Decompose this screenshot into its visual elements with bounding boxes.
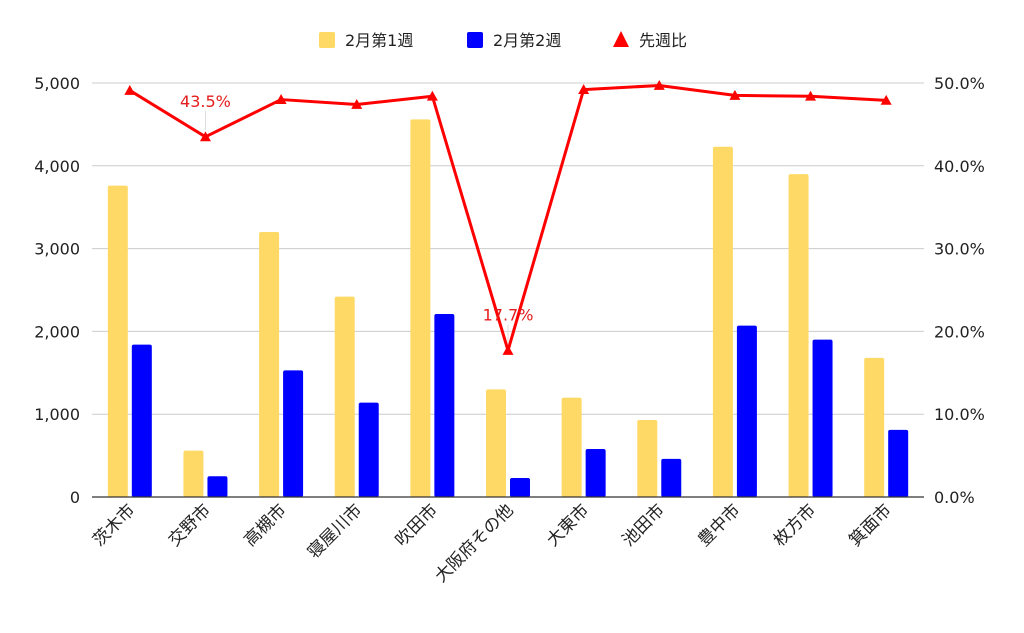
left-tick-label: 2,000 [34, 322, 80, 341]
left-tick-label: 3,000 [34, 240, 80, 259]
ratio-marker [199, 131, 211, 142]
ratio-marker [578, 84, 590, 95]
legend-swatch [613, 31, 629, 47]
category-label: 大阪府その他 [431, 500, 517, 586]
left-tick-label: 5,000 [34, 74, 80, 93]
legend-label: 先週比 [639, 31, 687, 50]
bar-week2 [888, 429, 909, 497]
annotation-label: 43.5% [180, 92, 231, 111]
category-label: 箕面市 [846, 500, 896, 550]
bar-week2 [510, 477, 530, 497]
legend-label: 2月第1週 [345, 31, 413, 50]
category-label: 豊中市 [694, 500, 744, 550]
gridlines [92, 82, 924, 415]
category-label: 寝屋川市 [303, 500, 366, 563]
category-label: 池田市 [619, 500, 669, 550]
ratio-marker [351, 99, 363, 109]
legend-swatch [319, 32, 335, 48]
category-label: 高槻市 [240, 500, 290, 550]
bar-week1 [334, 296, 355, 497]
bar-week2 [812, 339, 833, 497]
bar-week1 [864, 357, 885, 497]
category-label: 大東市 [543, 500, 593, 550]
left-tick-label: 0 [70, 488, 80, 507]
category-label: 吹田市 [392, 500, 442, 550]
legend: 2月第1週 2月第2週 先週比 [319, 31, 687, 50]
bar-week2 [207, 476, 228, 497]
left-tick-label: 1,000 [34, 405, 80, 424]
right-tick-label: 50.0% [934, 74, 985, 93]
ratio-marker [729, 89, 741, 100]
bar-week2 [131, 344, 152, 497]
left-axis-ticks: 0 1,000 2,000 3,000 4,000 5,000 [34, 74, 80, 507]
ratio-marker [426, 90, 438, 101]
bar-week2 [283, 370, 304, 497]
category-label: 交野市 [165, 500, 215, 550]
ratio-marker [653, 79, 665, 90]
bar-week1 [561, 397, 582, 497]
ratio-marker [502, 344, 514, 355]
bar-week1 [259, 232, 280, 498]
right-tick-label: 10.0% [934, 405, 985, 424]
ratio-line [124, 79, 892, 355]
bar-week1 [183, 450, 204, 497]
bar-week2 [585, 448, 606, 497]
bar-week1 [637, 419, 658, 497]
bar-week1 [107, 185, 128, 497]
right-tick-label: 20.0% [934, 322, 985, 341]
right-tick-label: 40.0% [934, 157, 985, 176]
annotation-label: 17.7% [483, 305, 534, 324]
left-tick-label: 4,000 [34, 157, 80, 176]
ratio-marker [880, 94, 892, 105]
right-axis-ticks: 0.0% 10.0% 20.0% 30.0% 40.0% 50.0% [934, 74, 985, 507]
category-label: 枚方市 [770, 500, 820, 550]
category-label: 茨木市 [89, 500, 139, 550]
bar-week1 [788, 174, 809, 497]
bar-week1 [486, 389, 506, 497]
bar-week1 [712, 146, 733, 498]
bar-week2 [434, 314, 455, 497]
bar-week2 [661, 458, 682, 497]
annotations: 43.5% 17.7% [180, 92, 533, 344]
legend-label: 2月第2週 [493, 31, 561, 50]
legend-swatch [467, 32, 483, 48]
bar-week2 [736, 325, 757, 497]
bar-week2 [358, 402, 379, 497]
bars [107, 119, 909, 498]
right-tick-label: 0.0% [934, 488, 975, 507]
bar-week1 [410, 119, 431, 497]
right-tick-label: 30.0% [934, 240, 985, 259]
ratio-marker [805, 90, 817, 101]
ratio-marker [124, 84, 136, 95]
ratio-marker [275, 94, 287, 104]
